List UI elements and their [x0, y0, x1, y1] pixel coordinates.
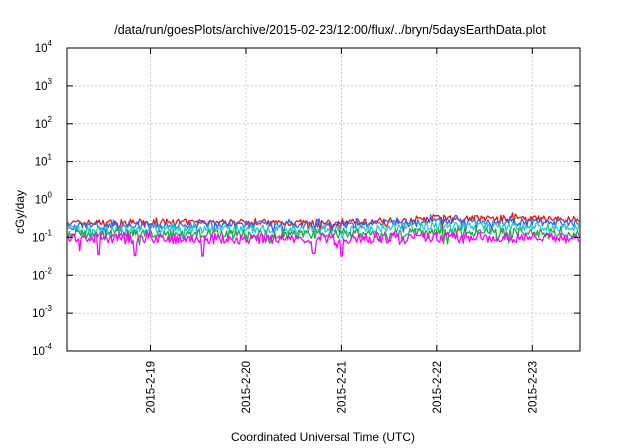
series-layer [67, 212, 580, 257]
x-tick-label: 2015-2-20 [241, 361, 253, 413]
y-axis-ticks: 10-4 10-3 10-2 10-1 100 101 102 103 104 [32, 39, 580, 358]
y-tick-label: 10-1 [32, 228, 52, 244]
series-line-5 [67, 231, 580, 257]
y-tick-label: 100 [35, 191, 53, 207]
series-line-1 [67, 212, 580, 234]
y-tick-label: 10-4 [32, 342, 52, 358]
x-axis-ticks: 2015-2-19 2015-2-20 2015-2-21 2015-2-22 2015… [146, 48, 539, 413]
x-tick-label: 2015-2-23 [527, 361, 539, 413]
y-tick-label: 101 [35, 153, 53, 169]
y-axis-label: cGy/day [13, 190, 27, 234]
y-tick-label: 104 [35, 39, 53, 55]
x-tick-label: 2015-2-19 [146, 361, 158, 413]
x-tick-label: 2015-2-21 [336, 361, 348, 413]
y-tick-label: 10-3 [32, 304, 52, 320]
y-tick-label: 10-2 [32, 266, 52, 282]
x-tick-label: 2015-2-22 [432, 361, 444, 413]
y-tick-label: 103 [35, 77, 53, 93]
x-axis-label: Coordinated Universal Time (UTC) [231, 430, 415, 444]
chart-title: /data/run/goesPlots/archive/2015-02-23/1… [114, 23, 546, 37]
y-tick-label: 102 [35, 115, 53, 131]
series-line-3 [67, 220, 580, 242]
